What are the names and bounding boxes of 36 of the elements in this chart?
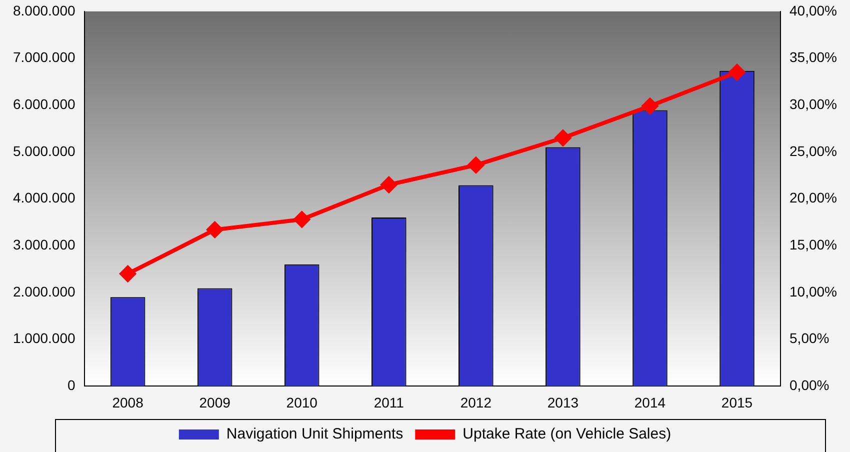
x-tick-label: 2011 <box>374 394 404 410</box>
point <box>554 130 571 146</box>
y-tick-label: 2.000.000 <box>12 283 76 300</box>
y2-tick-label: 15,00% <box>790 236 837 253</box>
x-tick-label: 2013 <box>547 394 579 410</box>
point <box>729 64 746 80</box>
legend-label: Navigation Unit Shipments <box>226 426 404 443</box>
point <box>294 211 310 228</box>
x-tick-label: 2012 <box>460 394 492 410</box>
x-tick-label: 2008 <box>112 394 144 410</box>
y-tick-label: 0 <box>67 377 76 394</box>
y-tick-label: 1.000.000 <box>12 330 76 346</box>
y2-tick-label: 25,00% <box>790 142 837 159</box>
y-tick-label: 5.000.000 <box>12 142 76 159</box>
point <box>642 98 658 114</box>
y-tick-label: 7.000.000 <box>12 49 76 66</box>
y2-tick-label: 5,00% <box>790 330 830 346</box>
point <box>380 176 397 193</box>
y2-tick-label: 40,00% <box>790 2 837 18</box>
y2-tick-label: 10,00% <box>790 283 837 300</box>
y2-tick-label: 0,00% <box>790 377 830 394</box>
x-tick-label: 2014 <box>634 394 666 410</box>
y-tick-label: 6.000.000 <box>12 96 76 112</box>
y-tick-label: 4.000.000 <box>12 190 76 206</box>
x-tick-label: 2009 <box>199 394 231 410</box>
y-tick-label: 3.000.000 <box>12 236 76 253</box>
point <box>206 222 223 238</box>
x-tick-label: 2015 <box>721 394 753 410</box>
y2-tick-label: 30,00% <box>790 96 837 112</box>
legend-label: Uptake Rate (on Vehicle Sales) <box>462 426 672 443</box>
y2-tick-label: 20,00% <box>790 190 837 206</box>
y2-tick-label: 35,00% <box>790 49 837 66</box>
point <box>120 266 136 282</box>
x-tick-label: 2010 <box>286 394 318 410</box>
point <box>468 157 484 174</box>
y-tick-label: 8.000.000 <box>12 2 76 18</box>
